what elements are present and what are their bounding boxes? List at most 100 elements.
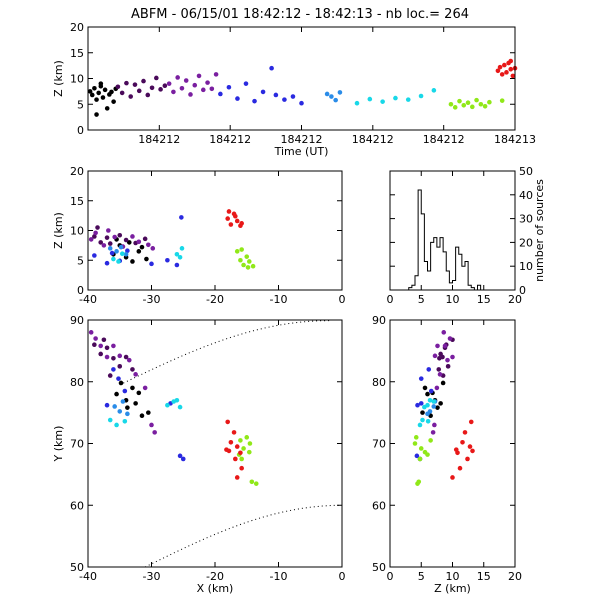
data-point [497, 64, 503, 70]
y-tick-label: 70 [70, 438, 84, 451]
y-tick-label: 0 [519, 284, 526, 297]
data-point [122, 388, 128, 394]
data-point [324, 91, 330, 97]
histogram-bar [418, 190, 421, 290]
data-point [141, 78, 146, 84]
data-point [425, 418, 431, 424]
data-point [457, 98, 462, 104]
data-point [196, 73, 202, 79]
data-point [234, 249, 240, 254]
data-point [92, 253, 97, 258]
data-point [393, 95, 398, 101]
data-point [98, 81, 104, 86]
y-tick-label: 5 [77, 98, 84, 111]
data-point [179, 85, 185, 91]
y-tick-label: 10 [70, 225, 84, 238]
data-point [416, 479, 422, 485]
data-point [114, 249, 119, 254]
data-point [367, 96, 373, 102]
data-point [106, 228, 111, 233]
data-point [249, 479, 255, 485]
data-point [239, 221, 244, 226]
y-tick-label: 20 [70, 165, 84, 178]
y-tick-label: 80 [372, 376, 386, 389]
x-tick-label: 5 [418, 293, 425, 306]
data-point [218, 91, 223, 97]
x-tick-label: 0 [339, 570, 346, 583]
x-tick-label: -10 [270, 570, 288, 583]
data-point [112, 404, 117, 409]
data-point [426, 367, 432, 372]
data-point [245, 265, 251, 270]
data-point [462, 430, 468, 435]
y-tick-label: 60 [372, 499, 386, 512]
data-point [333, 97, 338, 103]
data-point [166, 81, 172, 86]
data-point [431, 399, 437, 404]
data-point [233, 213, 238, 219]
data-point [499, 72, 505, 77]
x-axis-label: Z (km) [434, 582, 471, 595]
data-point [179, 215, 184, 220]
x-tick-label: 10 [446, 570, 460, 583]
data-point [225, 216, 230, 221]
y-tick-label: 10 [70, 73, 84, 86]
data-point [118, 244, 124, 250]
data-point [115, 84, 121, 90]
data-point [101, 337, 107, 343]
data-point [228, 439, 234, 445]
data-point [418, 446, 424, 451]
data-point [234, 444, 240, 449]
data-point [162, 83, 168, 89]
data-point [112, 234, 117, 240]
data-point [478, 101, 484, 107]
x-tick-label: 0 [339, 293, 346, 306]
data-point [432, 353, 438, 359]
data-point [98, 351, 103, 357]
data-point [253, 481, 259, 486]
data-point [435, 343, 440, 349]
data-point [174, 262, 180, 268]
x-axis-label: Time (UT) [274, 145, 329, 158]
data-point [133, 372, 138, 377]
y-tick-label: 10 [519, 260, 533, 273]
histogram-bar [431, 242, 434, 290]
data-point [142, 385, 148, 391]
data-point [508, 66, 514, 72]
data-point [432, 422, 437, 428]
data-point [417, 422, 423, 428]
data-point [420, 410, 425, 415]
range-ring-inner [144, 504, 342, 567]
data-point [130, 234, 135, 239]
y-tick-label: 70 [372, 438, 386, 451]
data-point [136, 239, 142, 245]
data-point [260, 89, 266, 95]
data-point [111, 355, 116, 361]
data-point [246, 259, 252, 264]
data-point [405, 97, 411, 102]
data-point [136, 390, 142, 396]
data-point [94, 97, 99, 102]
data-point [415, 402, 420, 408]
data-point [104, 402, 110, 408]
data-point [102, 87, 108, 93]
data-point [114, 391, 119, 397]
data-point [183, 78, 189, 83]
data-point [126, 240, 132, 245]
data-point [290, 94, 296, 99]
data-point [380, 99, 385, 104]
data-point [117, 232, 123, 238]
data-point [165, 402, 170, 408]
data-point [93, 230, 98, 236]
x-tick-label: 15 [477, 570, 491, 583]
data-point [445, 357, 450, 363]
data-point [250, 263, 256, 269]
data-point [414, 453, 420, 459]
y-axis-label: Y (km) [52, 426, 65, 463]
data-point [104, 106, 110, 111]
data-point [192, 82, 198, 88]
data-point [177, 254, 183, 260]
x-height-panel: -40 -30 -20 -10 0 0 5 10 15 20 Z (km) [52, 165, 346, 306]
data-point [460, 439, 465, 445]
data-point [445, 364, 451, 369]
